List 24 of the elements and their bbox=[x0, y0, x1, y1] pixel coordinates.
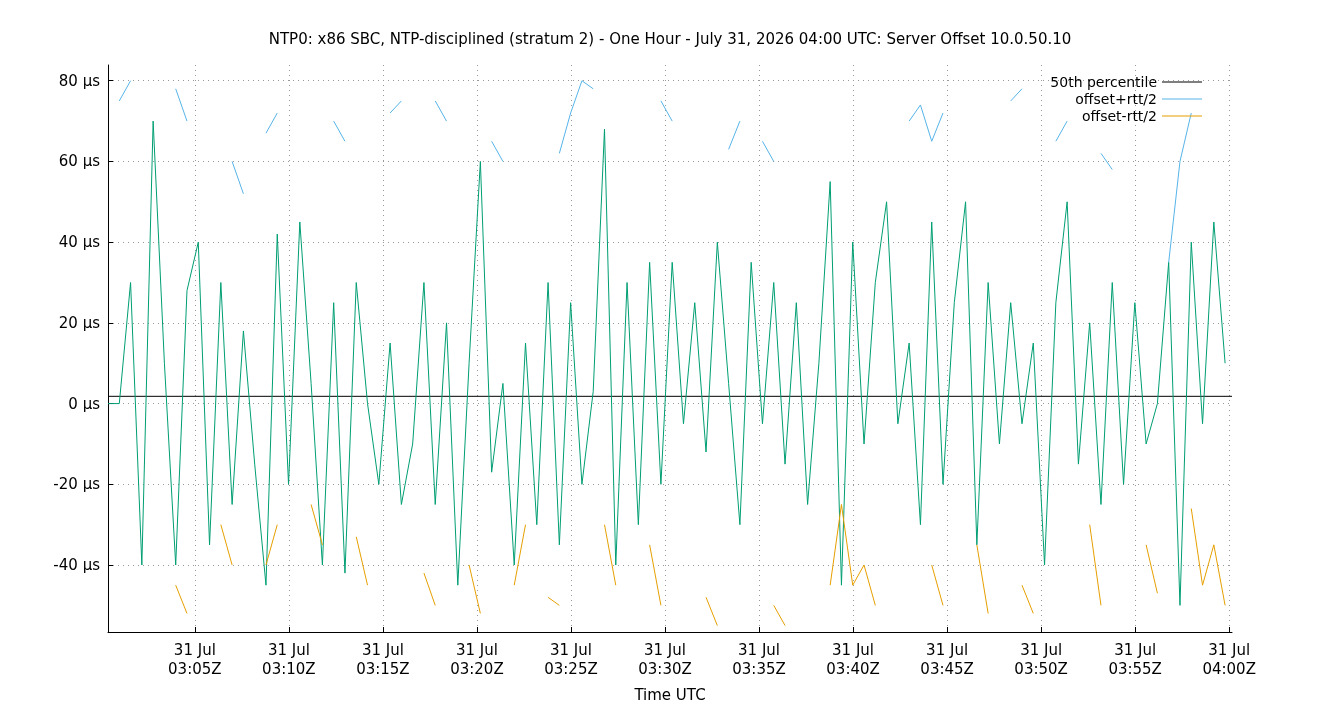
x-tick-label: 31 Jul 03:45Z bbox=[920, 640, 974, 678]
chart-title: NTP0: x86 SBC, NTP-disciplined (stratum 2) - One Hour - July 31, 2026 04:00 UTC: Server Offset 10.0.50.10 bbox=[268, 29, 1072, 48]
legend-label: offset-rtt/2 bbox=[1081, 108, 1157, 124]
y-tick-label: 60 µs bbox=[58, 152, 101, 171]
x-tick-label: 31 Jul 03:15Z bbox=[356, 640, 410, 678]
x-tick-label: 31 Jul 03:50Z bbox=[1014, 640, 1068, 678]
y-tick-label: 0 µs bbox=[68, 394, 101, 413]
x-axis-title: Time UTC bbox=[633, 685, 706, 704]
y-tick-label: -20 µs bbox=[53, 475, 101, 494]
legend-label: 50th percentile bbox=[1050, 74, 1157, 90]
y-tick-label: 40 µs bbox=[58, 233, 101, 252]
legend-label: offset+rtt/2 bbox=[1075, 91, 1157, 107]
x-tick-label: 31 Jul 03:35Z bbox=[732, 640, 786, 678]
x-tick-label: 31 Jul 03:55Z bbox=[1108, 640, 1162, 678]
x-tick-label: 31 Jul 03:40Z bbox=[826, 640, 880, 678]
x-tick-label: 31 Jul 03:30Z bbox=[638, 640, 692, 678]
x-tick-label: 31 Jul 03:25Z bbox=[544, 640, 598, 678]
x-tick-label: 31 Jul 03:05Z bbox=[168, 640, 222, 678]
x-tick-label: 31 Jul 04:00Z bbox=[1202, 640, 1256, 678]
y-tick-label: -40 µs bbox=[53, 556, 101, 575]
x-tick-label: 31 Jul 03:20Z bbox=[450, 640, 504, 678]
y-tick-label: 20 µs bbox=[58, 313, 101, 332]
y-tick-label: 80 µs bbox=[58, 71, 101, 90]
x-tick-label: 31 Jul 03:10Z bbox=[262, 640, 316, 678]
